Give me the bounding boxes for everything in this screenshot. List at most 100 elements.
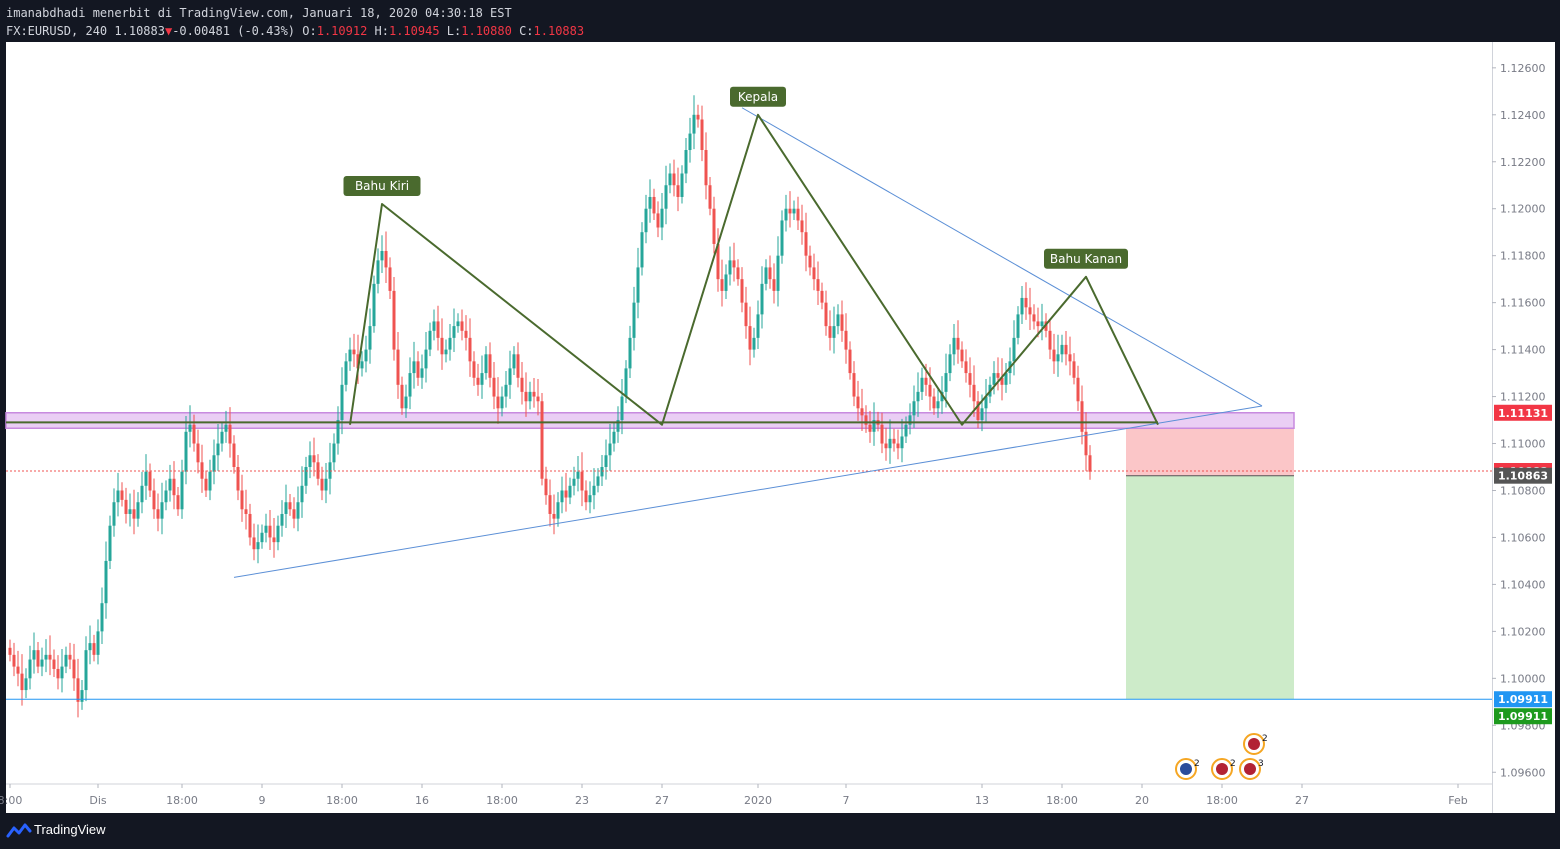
- candle-body: [936, 401, 940, 409]
- candle-body: [720, 279, 724, 291]
- candle-body: [836, 314, 840, 327]
- price-tick-label: 1.10800: [1500, 484, 1546, 497]
- high-label: H:: [374, 24, 389, 38]
- time-tick-label: 20: [1135, 794, 1149, 807]
- candle-body: [512, 354, 516, 369]
- event-count: 2: [1230, 759, 1236, 769]
- candle-body: [632, 302, 636, 338]
- candle-body: [72, 659, 76, 679]
- candle-body: [696, 114, 700, 120]
- price-change: -0.00481 (-0.43%): [172, 24, 296, 38]
- candle-body: [812, 267, 816, 280]
- candle-body: [884, 443, 888, 449]
- candle-body: [968, 373, 972, 385]
- candle-body: [28, 659, 32, 679]
- candle-body: [400, 384, 404, 409]
- candle-body: [64, 654, 68, 667]
- candle-body: [560, 490, 564, 503]
- candle-body: [520, 377, 524, 392]
- candle-body: [1000, 377, 1004, 385]
- event-flag-icon: [1216, 763, 1228, 775]
- candle-body: [416, 361, 420, 378]
- candle-body: [504, 384, 508, 397]
- candle-body: [800, 220, 804, 233]
- candle-body: [288, 502, 292, 510]
- low-label: L:: [446, 24, 462, 38]
- time-tick-label: 18:00: [486, 794, 518, 807]
- candle-body: [540, 401, 544, 479]
- candle-body: [392, 290, 396, 350]
- candle-body: [184, 431, 188, 472]
- price-tick-label: 1.11000: [1500, 438, 1546, 451]
- candle-body: [84, 650, 88, 691]
- price-axis[interactable]: [1492, 42, 1555, 813]
- candle-body: [460, 321, 464, 331]
- candle-body: [888, 438, 892, 449]
- candle-body: [844, 330, 848, 350]
- candle-body: [60, 666, 64, 679]
- candle-body: [1012, 337, 1016, 362]
- candle-body: [856, 396, 860, 409]
- candle-body: [604, 455, 608, 468]
- candle-body: [780, 220, 784, 256]
- candle-body: [952, 337, 956, 355]
- candle-body: [100, 603, 104, 632]
- candle-body: [236, 467, 240, 491]
- candle-body: [160, 502, 164, 519]
- candle-body: [192, 424, 196, 444]
- candle-body: [304, 467, 308, 486]
- candle-body: [436, 321, 440, 338]
- candle-body: [984, 396, 988, 409]
- time-tick-label: 16: [415, 794, 429, 807]
- candle-body: [136, 502, 140, 519]
- candle-body: [944, 373, 948, 392]
- candle-body: [1040, 321, 1044, 327]
- candle-body: [848, 349, 852, 374]
- candle-body: [704, 150, 708, 186]
- candle-body: [1056, 354, 1060, 362]
- candle-body: [868, 424, 872, 432]
- candle-body: [412, 361, 416, 374]
- candle-body: [820, 290, 824, 303]
- candle-body: [188, 424, 192, 432]
- tradingview-brand[interactable]: TradingView: [34, 822, 106, 837]
- candle-body: [644, 208, 648, 233]
- candle-body: [88, 643, 92, 651]
- time-tick-label: 9: [259, 794, 266, 807]
- time-tick-label: 8:00: [0, 794, 22, 807]
- tradingview-logo-icon[interactable]: [6, 822, 32, 838]
- candle-body: [760, 283, 764, 315]
- candle-body: [724, 274, 728, 291]
- candle-body: [948, 354, 952, 374]
- candle-body: [1088, 455, 1092, 472]
- candle-body: [736, 267, 740, 280]
- candle-body: [336, 420, 340, 444]
- candle-body: [772, 279, 776, 291]
- candle-body: [240, 490, 244, 510]
- candle-body: [128, 509, 132, 514]
- candle-body: [1060, 344, 1064, 355]
- candle-body: [528, 391, 532, 402]
- trendline: [233, 405, 1263, 578]
- price-tick-label: 1.10000: [1500, 672, 1546, 685]
- candle-body: [668, 173, 672, 186]
- candle-body: [296, 502, 300, 519]
- candle-body: [92, 643, 96, 655]
- candle-body: [1084, 431, 1088, 456]
- candle-body: [344, 361, 348, 385]
- candle-body: [664, 185, 668, 209]
- resistance-zone: [5, 412, 1295, 430]
- candle-body: [228, 424, 232, 444]
- price-tick-label: 1.11800: [1500, 250, 1546, 263]
- candle-body: [276, 525, 280, 543]
- candle-body: [8, 647, 12, 655]
- candle-body: [252, 537, 256, 550]
- candle-body: [24, 678, 28, 691]
- price-tick-label: 1.10400: [1500, 578, 1546, 591]
- candle-body: [196, 443, 200, 463]
- candle-body: [672, 173, 676, 186]
- candle-body: [244, 509, 248, 514]
- candle-body: [656, 213, 660, 228]
- candle-body: [480, 373, 484, 385]
